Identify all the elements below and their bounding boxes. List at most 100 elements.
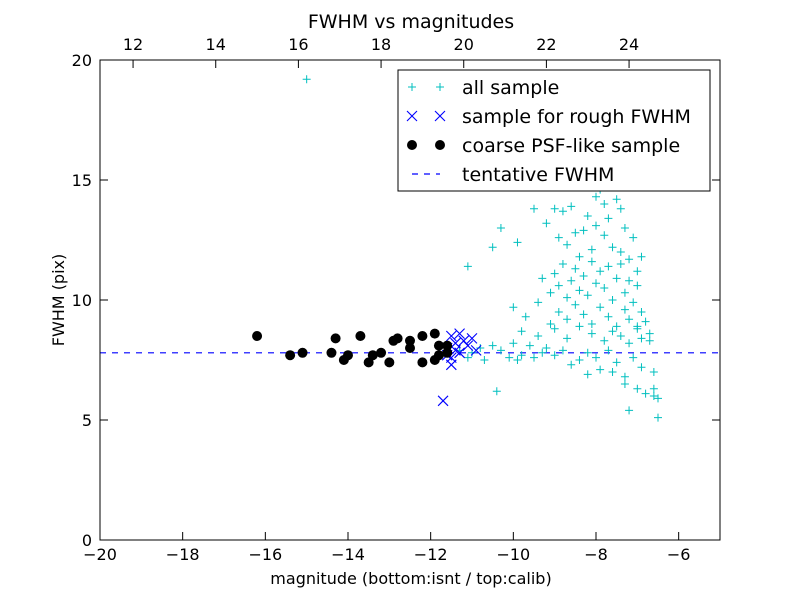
all-sample-point [620, 380, 629, 388]
y-tick-label: 0 [82, 531, 92, 550]
psf-like-sample-series [252, 328, 453, 368]
y-tick-label: 5 [82, 411, 92, 430]
psf-like-sample-point [417, 357, 428, 368]
all-sample-point [542, 344, 551, 352]
all-sample-point [302, 75, 311, 84]
all-sample-point [575, 356, 584, 364]
all-sample-point [629, 233, 638, 242]
rough-fwhm-sample-point [450, 345, 461, 356]
all-sample-point [625, 315, 634, 324]
all-sample-point [587, 329, 596, 338]
legend-marker [406, 110, 418, 122]
psf-like-sample-point [343, 350, 353, 361]
data-series [100, 75, 720, 422]
all-sample-point [505, 353, 514, 362]
all-sample-point [463, 353, 472, 362]
all-sample-point [583, 291, 592, 300]
all-sample-point [509, 303, 518, 312]
all-sample-point [579, 226, 588, 235]
all-sample-point [534, 298, 543, 307]
all-sample-point [463, 262, 472, 271]
all-sample-point [637, 363, 646, 372]
psf-like-sample-point [367, 350, 378, 361]
all-sample-point [616, 332, 625, 340]
all-sample-point [575, 286, 584, 295]
y-tick-label: 10 [72, 291, 92, 310]
legend-marker [407, 140, 417, 150]
all-sample-point [550, 351, 559, 360]
all-sample-point [625, 339, 634, 348]
psf-like-sample-point [384, 357, 395, 368]
all-sample-point [596, 365, 605, 374]
psf-like-sample-point [285, 350, 296, 361]
top-x-tick-label: 18 [371, 35, 391, 54]
all-sample-point [604, 312, 613, 321]
all-sample-point [517, 351, 526, 360]
all-sample-point [604, 346, 613, 355]
y-tick-label: 20 [72, 51, 92, 70]
all-sample-point [649, 392, 658, 400]
rough-fwhm-sample-point [437, 395, 449, 407]
axes: −20 −18 −16 −14 −12 −10 −8 −6 12 14 16 18 20 22 24 0 5 10… [72, 35, 721, 564]
all-sample-point [513, 238, 522, 247]
rough-fwhm-sample-point [470, 345, 482, 356]
all-sample-point [488, 243, 497, 252]
all-sample-point [567, 202, 576, 211]
all-sample-point [637, 252, 646, 261]
psf-like-sample-point [417, 331, 428, 341]
y-axis-label: FWHM (pix) [49, 254, 68, 347]
all-sample-point [575, 252, 584, 261]
all-sample-point [608, 296, 617, 304]
psf-like-sample-point [433, 340, 444, 351]
x-tick-label: −14 [331, 545, 365, 564]
all-sample-series [302, 75, 662, 422]
all-sample-point [567, 360, 576, 369]
all-sample-point [546, 288, 555, 297]
all-sample-point [488, 341, 497, 350]
all-sample-point [604, 262, 613, 271]
all-sample-point [649, 384, 658, 393]
all-sample-point [517, 327, 526, 336]
all-sample-point [633, 322, 642, 331]
all-sample-point [571, 300, 580, 309]
all-sample-point [525, 341, 534, 350]
all-sample-point [616, 204, 625, 213]
all-sample-point [612, 322, 621, 331]
all-sample-point [645, 329, 654, 338]
psf-like-sample-point [442, 347, 453, 358]
all-sample-point [592, 279, 600, 288]
all-sample-point [596, 267, 605, 276]
all-sample-point [554, 308, 563, 316]
legend-marker [408, 83, 416, 91]
legend-item: all sample [408, 77, 559, 99]
rough-fwhm-sample-point [462, 340, 474, 351]
all-sample-point [608, 368, 617, 376]
all-sample-point [616, 260, 625, 268]
all-sample-point [550, 269, 559, 278]
all-sample-point [530, 204, 538, 213]
all-sample-point [637, 334, 646, 343]
legend-label: sample for rough FWHM [462, 106, 691, 128]
all-sample-point [612, 274, 621, 283]
x-axis-label: magnitude (bottom:isnt / top:calib) [270, 569, 551, 588]
all-sample-point [509, 339, 518, 348]
all-sample-point [496, 224, 505, 232]
psf-like-sample-point [297, 347, 308, 358]
x-tick-label: −12 [414, 545, 448, 564]
all-sample-point [654, 413, 662, 422]
psf-like-sample-point [433, 350, 444, 361]
all-sample-point [633, 267, 642, 276]
all-sample-point [480, 356, 489, 364]
all-sample-point [596, 303, 605, 312]
all-sample-point [633, 281, 642, 290]
top-x-tick-label: 12 [123, 35, 143, 54]
all-sample-point [637, 308, 646, 316]
all-sample-point [641, 317, 650, 326]
all-sample-point [521, 312, 530, 321]
all-sample-point [629, 353, 638, 362]
legend-item: tentative FWHM [412, 164, 614, 186]
y-tick-label: 15 [72, 171, 92, 190]
all-sample-point [563, 334, 572, 343]
all-sample-point [476, 344, 485, 352]
